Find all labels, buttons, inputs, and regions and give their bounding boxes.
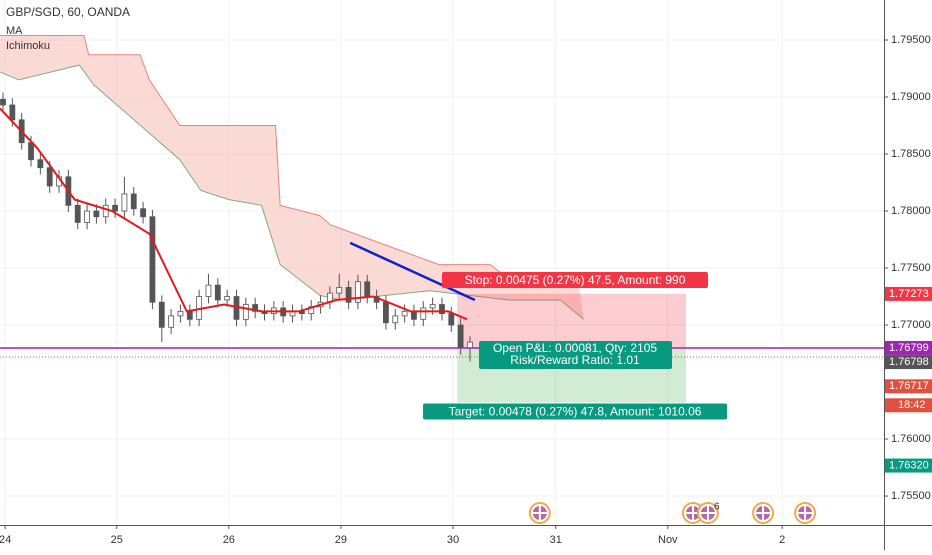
position-label: Risk/Reward Ratio: 1.01 (510, 353, 640, 367)
pnl-label-bg (479, 340, 672, 369)
position-label-bg (423, 403, 727, 420)
candle-body (205, 284, 212, 297)
candle-body (345, 287, 352, 303)
candle-body (214, 284, 221, 301)
candle-body (336, 287, 343, 294)
candle-body (112, 204, 118, 212)
event-flag-cross (700, 506, 715, 520)
price-label-bg (885, 355, 932, 370)
candle-body (28, 142, 34, 161)
candle-body (467, 341, 473, 349)
ichimoku-cloud (0, 35, 584, 320)
axes: 1.75500 1.76000 1.77000 1.77500 1.78000 1.785… (0, 34, 932, 546)
position-label: Stop: 0.00475 (0.27%) 47.5, Amount: 990 (465, 273, 686, 287)
y-tick-label: 1.77000 (891, 319, 931, 331)
candle-body (252, 304, 259, 312)
event-flag-cross (798, 506, 813, 520)
y-tick-label: 1.78000 (891, 205, 931, 217)
indicator-label: MA (6, 25, 23, 37)
candle-body (439, 304, 445, 315)
x-tick-label: 26 (223, 534, 235, 546)
grid (0, 0, 884, 525)
candle-body (429, 304, 436, 309)
candle-body (149, 216, 156, 303)
candle-body (177, 310, 184, 317)
x-tick-label: 25 (111, 534, 123, 546)
candle-body (411, 310, 417, 320)
candle-body (420, 307, 427, 320)
position-label-bg (442, 272, 708, 288)
x-tick-label: Nov (658, 534, 678, 546)
countdown: 18:42 (898, 399, 926, 411)
x-tick-label: 30 (447, 534, 459, 546)
candle-body (37, 159, 44, 169)
y-tick-label: 1.78500 (891, 148, 931, 160)
candle-body (186, 310, 193, 320)
x-tick-label: 31 (550, 534, 562, 546)
y-tick-label: 1.77500 (891, 262, 931, 274)
candle-body (9, 104, 16, 121)
countdown-bg (885, 398, 932, 413)
price-label-bg (885, 458, 932, 473)
plot: Stop: 0.00475 (0.27%) 47.5, Amount: 990 O… (0, 35, 884, 524)
symbol-title: GBP/SGD, 60, OANDA (6, 5, 130, 19)
y-tick-label: 1.79000 (891, 91, 931, 103)
candle-body (84, 210, 90, 223)
event-flag-cross (532, 506, 547, 520)
candle-body (168, 315, 175, 328)
candle-body (383, 301, 389, 324)
candle-body (224, 296, 231, 301)
trendline (349, 241, 476, 302)
price-label-bg (885, 340, 932, 355)
x-tick-label: 29 (335, 534, 347, 546)
position-label: Open P&L: 0.00081, Qty: 2105 (493, 341, 657, 355)
price-label-bg (885, 286, 932, 301)
price-label: 1.76798 (889, 356, 929, 368)
cloud-lower-line (0, 64, 585, 320)
candle-body (448, 313, 455, 326)
candle-body (46, 167, 53, 187)
candle-body (242, 304, 249, 320)
y-tick-label: 1.76000 (891, 433, 931, 445)
candle-body (364, 281, 371, 297)
candle-body (102, 204, 109, 218)
stop-zone (457, 293, 686, 348)
price-label: 1.76799 (889, 342, 929, 354)
price-label-bg (885, 379, 932, 394)
candle-body (140, 208, 146, 218)
candle-body (93, 210, 100, 218)
candle-body (158, 301, 165, 328)
candle-body (0, 98, 6, 106)
x-tick-label: 24 (0, 534, 11, 546)
candle-body (74, 204, 81, 223)
candle-body (392, 315, 399, 324)
candle-body (401, 310, 408, 317)
candle-body (457, 324, 464, 349)
event-flag-cross (756, 506, 771, 520)
y-tick-label: 1.79500 (891, 34, 931, 46)
price-label: 1.76717 (889, 380, 929, 392)
candle-body (355, 281, 361, 303)
candle-body (121, 193, 128, 212)
price-label: 1.76320 (889, 459, 929, 471)
ma-line (0, 107, 468, 321)
x-tick-label: 2 (779, 534, 785, 546)
price-label: 1.77273 (889, 288, 929, 300)
candle-body (130, 193, 137, 210)
indicator-label: Ichimoku (6, 40, 50, 52)
y-tick-label: 1.75500 (891, 490, 931, 502)
position-label: Target: 0.00478 (0.27%) 47.8, Amount: 10… (449, 405, 702, 419)
event-badge: 6 (714, 502, 720, 513)
cloud-upper-line (0, 35, 580, 286)
